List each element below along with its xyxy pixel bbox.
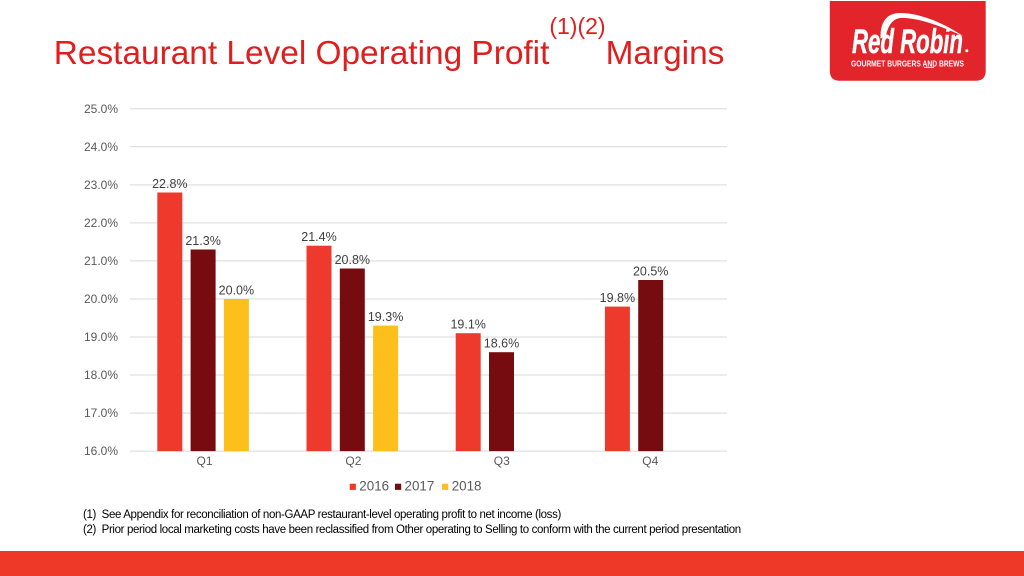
svg-text:23.0%: 23.0%: [84, 178, 118, 192]
svg-text:18.0%: 18.0%: [84, 368, 118, 382]
svg-text:20.0%: 20.0%: [219, 283, 254, 297]
svg-text:22.8%: 22.8%: [152, 177, 187, 191]
svg-text:20.5%: 20.5%: [633, 264, 668, 278]
svg-text:19.8%: 19.8%: [600, 291, 635, 305]
svg-text:21.0%: 21.0%: [84, 254, 118, 268]
svg-text:21.4%: 21.4%: [301, 230, 336, 244]
svg-text:Q3: Q3: [494, 454, 510, 468]
svg-text:24.0%: 24.0%: [84, 140, 118, 154]
svg-text:Q1: Q1: [196, 454, 212, 468]
svg-text:21.3%: 21.3%: [185, 234, 220, 248]
svg-text:18.6%: 18.6%: [484, 337, 519, 351]
svg-text:GOURMET BURGERS AND BREWS: GOURMET BURGERS AND BREWS: [851, 58, 964, 68]
svg-text:17.0%: 17.0%: [84, 406, 118, 420]
svg-text:20.8%: 20.8%: [335, 253, 370, 267]
svg-text:22.0%: 22.0%: [84, 216, 118, 230]
svg-text:2018: 2018: [452, 478, 482, 493]
svg-text:25.0%: 25.0%: [84, 102, 118, 116]
svg-text:16.0%: 16.0%: [84, 444, 118, 458]
svg-text:2016: 2016: [359, 478, 389, 493]
svg-text:Q4: Q4: [642, 454, 658, 468]
svg-text:19.1%: 19.1%: [450, 318, 485, 332]
svg-text:19.0%: 19.0%: [84, 330, 118, 344]
svg-text:2017: 2017: [405, 478, 435, 493]
svg-text:19.3%: 19.3%: [368, 310, 403, 324]
svg-text:Q2: Q2: [345, 454, 361, 468]
svg-text:20.0%: 20.0%: [84, 292, 118, 306]
svg-text:Red Robin: Red Robin: [852, 23, 963, 61]
